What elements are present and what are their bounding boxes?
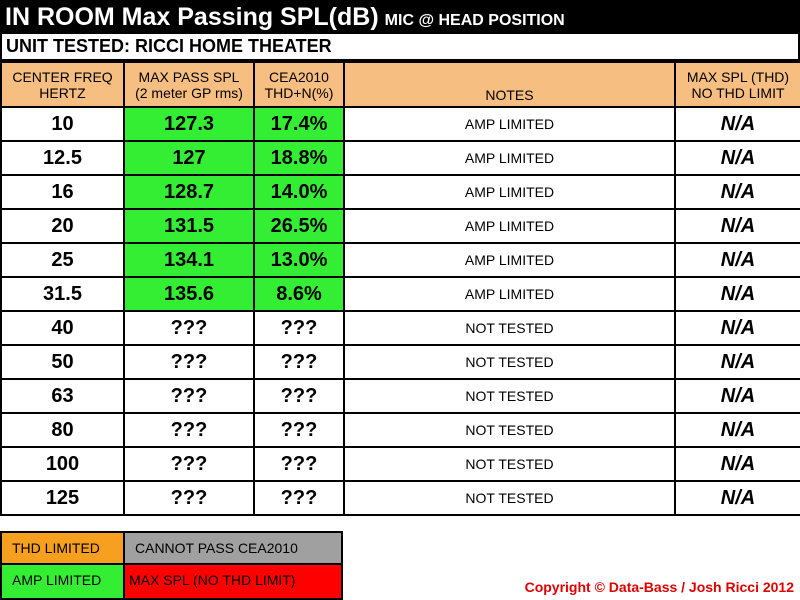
notes-cell: AMP LIMITED	[343, 208, 676, 244]
table-row: 25 134.1 13.0% AMP LIMITED N/A	[0, 242, 800, 278]
spl-cell: 135.6	[123, 276, 255, 312]
max-spl-cell: N/A	[674, 412, 800, 448]
spl-cell: 127.3	[123, 106, 255, 142]
freq-cell: 50	[0, 344, 125, 380]
header-center-freq: CENTER FREQ HERTZ	[0, 61, 125, 108]
notes-cell: AMP LIMITED	[343, 106, 676, 142]
table-row: 12.5 127 18.8% AMP LIMITED N/A	[0, 140, 800, 176]
thd-cell: ???	[253, 412, 345, 448]
chart-subtitle: MIC @ HEAD POSITION	[384, 12, 565, 29]
thd-cell: 8.6%	[253, 276, 345, 312]
spl-cell: ???	[123, 378, 255, 414]
freq-cell: 12.5	[0, 140, 125, 176]
table-row: 16 128.7 14.0% AMP LIMITED N/A	[0, 174, 800, 210]
unit-tested-label: UNIT TESTED: RICCI HOME THEATER	[0, 34, 800, 61]
table-row: 50?????? NOT TESTED N/A	[0, 344, 800, 380]
thd-cell: 18.8%	[253, 140, 345, 176]
spl-cell: ???	[123, 480, 255, 516]
freq-cell: 125	[0, 480, 125, 516]
notes-cell: NOT TESTED	[343, 310, 676, 346]
header-max-pass-spl-line2: (2 meter GP rms)	[135, 84, 243, 101]
header-cea2010: CEA2010 THD+N(%)	[253, 61, 345, 108]
thd-cell: ???	[253, 310, 345, 346]
legend-thd-limited: THD LIMITED	[0, 531, 125, 565]
notes-cell: AMP LIMITED	[343, 276, 676, 312]
table-row: 20 131.5 26.5% AMP LIMITED N/A	[0, 208, 800, 244]
spl-cell: ???	[123, 344, 255, 380]
header-max-spl-thd: MAX SPL (THD) NO THD LIMIT	[674, 61, 800, 108]
table-row: 80?????? NOT TESTED N/A	[0, 412, 800, 448]
spl-cell: 128.7	[123, 174, 255, 210]
table-row: 125?????? NOT TESTED N/A	[0, 480, 800, 516]
notes-cell: NOT TESTED	[343, 446, 676, 482]
freq-cell: 10	[0, 106, 125, 142]
header-center-freq-line2: HERTZ	[39, 84, 86, 101]
max-spl-cell: N/A	[674, 344, 800, 380]
spl-table: CENTER FREQ HERTZ MAX PASS SPL (2 meter GP …	[0, 61, 800, 516]
max-spl-cell: N/A	[674, 310, 800, 346]
max-spl-cell: N/A	[674, 276, 800, 312]
header-cea2010-line2: THD+N(%)	[264, 84, 334, 101]
freq-cell: 20	[0, 208, 125, 244]
legend: THD LIMITED CANNOT PASS CEA2010 AMP LIMI…	[0, 531, 800, 600]
max-spl-cell: N/A	[674, 106, 800, 142]
header-cea2010-line1: CEA2010	[269, 68, 329, 85]
table-row: 40?????? NOT TESTED N/A	[0, 310, 800, 346]
title-bar: IN ROOM Max Passing SPL(dB) MIC @ HEAD PO…	[0, 0, 800, 34]
table-header-row: CENTER FREQ HERTZ MAX PASS SPL (2 meter GP …	[0, 61, 800, 108]
header-notes: NOTES	[343, 61, 676, 108]
freq-cell: 25	[0, 242, 125, 278]
max-spl-cell: N/A	[674, 446, 800, 482]
notes-cell: NOT TESTED	[343, 480, 676, 516]
table-row: 31.5 135.6 8.6% AMP LIMITED N/A	[0, 276, 800, 312]
freq-cell: 31.5	[0, 276, 125, 312]
header-max-spl-thd-line2: NO THD LIMIT	[691, 84, 785, 101]
header-notes-line2: NOTES	[485, 87, 534, 103]
thd-cell: 14.0%	[253, 174, 345, 210]
header-max-pass-spl-line1: MAX PASS SPL	[138, 68, 240, 85]
max-spl-cell: N/A	[674, 242, 800, 278]
freq-cell: 16	[0, 174, 125, 210]
notes-cell: AMP LIMITED	[343, 242, 676, 278]
freq-cell: 80	[0, 412, 125, 448]
freq-cell: 100	[0, 446, 125, 482]
legend-amp-limited: AMP LIMITED	[0, 563, 125, 600]
chart-title: IN ROOM Max Passing SPL(dB)	[5, 3, 379, 31]
legend-cannot-pass: CANNOT PASS CEA2010	[123, 531, 343, 565]
spl-cell: 127	[123, 140, 255, 176]
spl-cell: ???	[123, 412, 255, 448]
spl-cell: ???	[123, 310, 255, 346]
notes-cell: NOT TESTED	[343, 412, 676, 448]
header-center-freq-line1: CENTER FREQ	[12, 68, 113, 85]
freq-cell: 40	[0, 310, 125, 346]
notes-cell: AMP LIMITED	[343, 140, 676, 176]
thd-cell: ???	[253, 446, 345, 482]
table-body: 10 127.3 17.4% AMP LIMITED N/A 12.5 127 18.8% AM…	[0, 106, 800, 516]
thd-cell: 17.4%	[253, 106, 345, 142]
table-row: 63?????? NOT TESTED N/A	[0, 378, 800, 414]
header-max-pass-spl: MAX PASS SPL (2 meter GP rms)	[123, 61, 255, 108]
max-spl-cell: N/A	[674, 140, 800, 176]
copyright-notice: Copyright © Data-Bass / Josh Ricci 2012	[524, 579, 794, 595]
table-row: 10 127.3 17.4% AMP LIMITED N/A	[0, 106, 800, 142]
thd-cell: ???	[253, 378, 345, 414]
notes-cell: NOT TESTED	[343, 378, 676, 414]
spl-cell: ???	[123, 446, 255, 482]
freq-cell: 63	[0, 378, 125, 414]
legend-max-spl: MAX SPL (NO THD LIMIT)	[123, 563, 343, 600]
spl-cell: 131.5	[123, 208, 255, 244]
max-spl-cell: N/A	[674, 378, 800, 414]
thd-cell: 26.5%	[253, 208, 345, 244]
max-spl-cell: N/A	[674, 480, 800, 516]
thd-cell: 13.0%	[253, 242, 345, 278]
thd-cell: ???	[253, 344, 345, 380]
table-row: 100?????? NOT TESTED N/A	[0, 446, 800, 482]
max-spl-cell: N/A	[674, 208, 800, 244]
notes-cell: NOT TESTED	[343, 344, 676, 380]
notes-cell: AMP LIMITED	[343, 174, 676, 210]
header-max-spl-thd-line1: MAX SPL (THD)	[686, 68, 790, 85]
spl-cell: 134.1	[123, 242, 255, 278]
max-spl-cell: N/A	[674, 174, 800, 210]
thd-cell: ???	[253, 480, 345, 516]
